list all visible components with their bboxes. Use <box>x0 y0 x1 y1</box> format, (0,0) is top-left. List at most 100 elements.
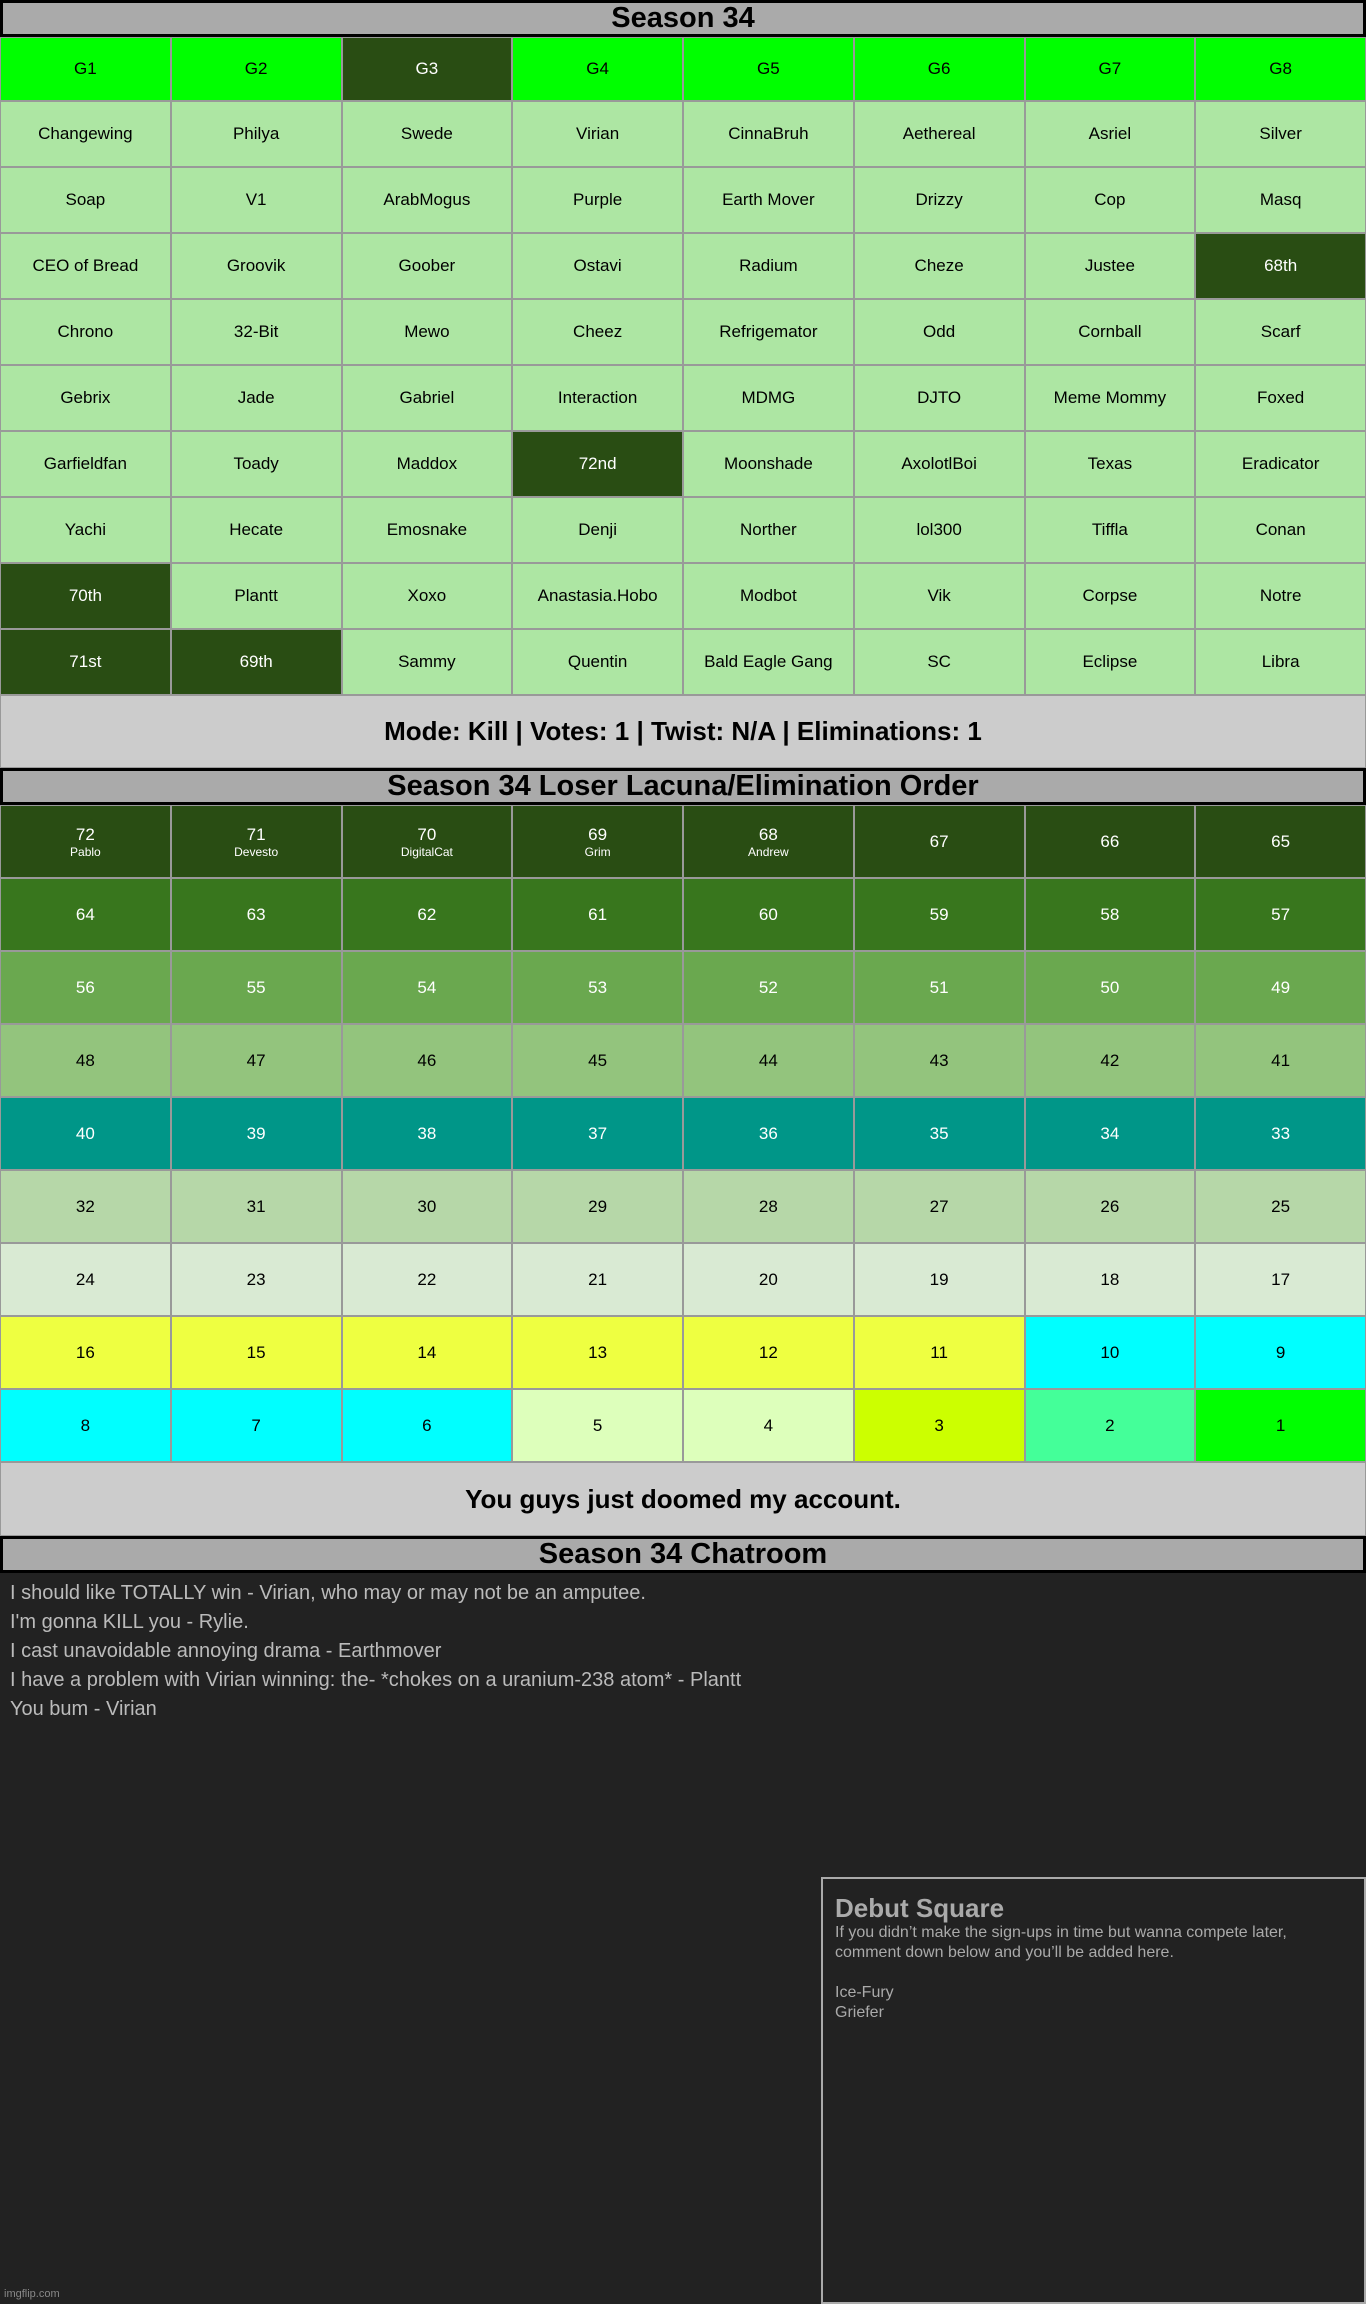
contestant-cell: Purple <box>512 167 683 233</box>
eliminated-name: DigitalCat <box>400 844 453 859</box>
contestant-cell: Virian <box>512 101 683 167</box>
placement-number: 58 <box>1100 904 1120 924</box>
contestant-cell: 32-Bit <box>170 299 342 365</box>
group-header-row: G1 G2 G3 G4 G5 G6 G7 G8 <box>0 37 1366 101</box>
elimination-slot: 2 <box>1024 1389 1196 1462</box>
group-header: G6 <box>853 37 1025 101</box>
group-header: G8 <box>1195 37 1366 101</box>
contestant-cell: 68th <box>1195 233 1366 299</box>
eliminated-name: Andrew <box>748 844 789 859</box>
contestant-cell: Xoxo <box>341 563 513 629</box>
elimination-slot: 61 <box>512 878 683 951</box>
placement-number: 52 <box>758 977 778 997</box>
contestant-cell: Odd <box>853 299 1025 365</box>
placement-number: 17 <box>1271 1269 1291 1289</box>
chat-message: I cast unavoidable annoying drama - Eart… <box>10 1640 442 1662</box>
placement-number: 57 <box>1271 904 1291 924</box>
contestant-cell: Philya <box>170 101 342 167</box>
elimination-slot: 52 <box>683 951 854 1024</box>
debut-square-panel: Debut Square If you didn’t make the sign… <box>821 1877 1366 2304</box>
season-title: Season 34 <box>0 0 1366 37</box>
elimination-slot: 36 <box>683 1097 854 1170</box>
elimination-slot: 4 <box>683 1389 854 1462</box>
placement-number: 26 <box>1100 1196 1120 1216</box>
placement-number: 42 <box>1100 1050 1120 1070</box>
placement-number: 34 <box>1100 1123 1120 1143</box>
placement-number: 27 <box>929 1196 949 1216</box>
contestant-cell: Denji <box>512 497 683 563</box>
placement-number: 54 <box>417 977 437 997</box>
contestant-cell: Garfieldfan <box>0 431 171 497</box>
contestant-cell: Justee <box>1024 233 1196 299</box>
contestant-cell: 71st <box>0 629 171 695</box>
contestant-cell: Modbot <box>683 563 854 629</box>
contestant-cell: Jade <box>170 365 342 431</box>
contestant-cell: Soap <box>0 167 171 233</box>
contestant-cell: Vik <box>853 563 1025 629</box>
elimination-slot: 57 <box>1195 878 1366 951</box>
contestant-cell: Mewo <box>341 299 513 365</box>
elimination-slot: 43 <box>853 1024 1025 1097</box>
contestant-cell: Quentin <box>512 629 683 695</box>
contestant-cell: Eclipse <box>1024 629 1196 695</box>
elimination-title: Season 34 Loser Lacuna/Elimination Order <box>0 768 1366 805</box>
status-bar: Mode: Kill | Votes: 1 | Twist: N/A | Eli… <box>0 695 1366 768</box>
elimination-slot: 3 <box>853 1389 1025 1462</box>
elimination-slot: 44 <box>683 1024 854 1097</box>
placement-number: 21 <box>588 1269 608 1289</box>
placement-number: 19 <box>929 1269 949 1289</box>
placement-number: 61 <box>588 904 608 924</box>
elimination-slot: 56 <box>0 951 171 1024</box>
placement-number: 20 <box>758 1269 778 1289</box>
elimination-slot: 48 <box>0 1024 171 1097</box>
placement-number: 13 <box>588 1342 608 1362</box>
placement-number: 3 <box>934 1415 944 1435</box>
placement-number: 16 <box>75 1342 95 1362</box>
placement-number: 48 <box>75 1050 95 1070</box>
contestant-cell: Radium <box>683 233 854 299</box>
contestant-cell: Tiffla <box>1024 497 1196 563</box>
placement-number: 43 <box>929 1050 949 1070</box>
elimination-slot: 35 <box>853 1097 1025 1170</box>
elimination-slot: 68 Andrew <box>683 805 854 878</box>
contestant-cell: SC <box>853 629 1025 695</box>
watermark: imgflip.com <box>4 2288 60 2300</box>
placement-number: 50 <box>1100 977 1120 997</box>
eliminated-name: Devesto <box>234 844 279 859</box>
contestant-cell: Yachi <box>0 497 171 563</box>
elimination-slot: 50 <box>1024 951 1196 1024</box>
placement-number: 72 <box>75 824 95 844</box>
elimination-slot: 6 <box>341 1389 513 1462</box>
contestant-cell: Anastasia.Hobo <box>512 563 683 629</box>
placement-number: 23 <box>246 1269 266 1289</box>
placement-number: 45 <box>588 1050 608 1070</box>
group-header: G5 <box>683 37 854 101</box>
contestant-cell: Hecate <box>170 497 342 563</box>
contestant-cell: Scarf <box>1195 299 1366 365</box>
placement-number: 69 <box>588 824 608 844</box>
elimination-slot: 58 <box>1024 878 1196 951</box>
placement-number: 8 <box>80 1415 91 1435</box>
placement-number: 22 <box>417 1269 437 1289</box>
group-header: G7 <box>1024 37 1196 101</box>
contestant-cell: Drizzy <box>853 167 1025 233</box>
contestant-cell: DJTO <box>853 365 1025 431</box>
placement-number: 36 <box>758 1123 778 1143</box>
elimination-slot: 18 <box>1024 1243 1196 1316</box>
placement-number: 56 <box>75 977 95 997</box>
elimination-slot: 21 <box>512 1243 683 1316</box>
debut-name: Griefer <box>835 2004 884 2021</box>
contestant-cell: Corpse <box>1024 563 1196 629</box>
elimination-slot: 14 <box>341 1316 513 1389</box>
elimination-slot: 33 <box>1195 1097 1366 1170</box>
placement-number: 53 <box>588 977 608 997</box>
elimination-slot: 63 <box>170 878 342 951</box>
elimination-grid: 72 Pablo 71 Devesto 70 DigitalCat 69 Grim 68 Andr… <box>0 805 1366 1462</box>
contestant-cell: Gebrix <box>0 365 171 431</box>
placement-number: 7 <box>251 1415 261 1435</box>
contestant-cell: Goober <box>341 233 513 299</box>
elimination-slot: 40 <box>0 1097 171 1170</box>
elimination-slot: 53 <box>512 951 683 1024</box>
elimination-slot: 9 <box>1195 1316 1366 1389</box>
debut-title: Debut Square <box>835 1893 1005 1923</box>
